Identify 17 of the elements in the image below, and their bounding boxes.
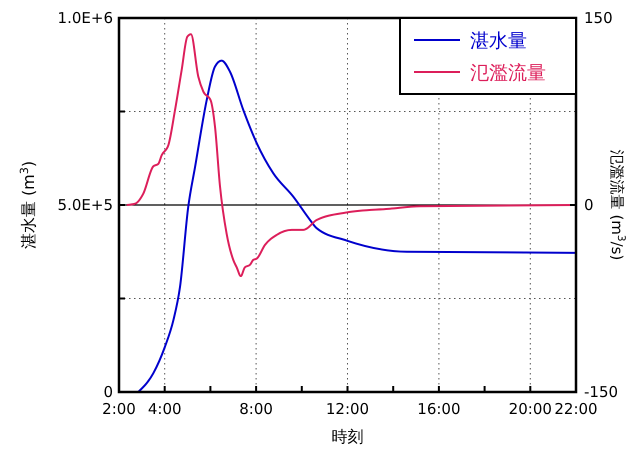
x-tick-label: 12:00 (326, 400, 370, 418)
x-tick-label: 16:00 (417, 400, 461, 418)
x-tick-label: 2:00 (102, 400, 136, 418)
x-tick-label: 20:00 (508, 400, 552, 418)
y-tick-label: 5.0E+5 (58, 196, 113, 214)
x-tick-label: 4:00 (148, 400, 182, 418)
x-axis-title: 時刻 (332, 427, 364, 446)
x-tick-label: 22:00 (554, 400, 598, 418)
y2-tick-label: -150 (584, 383, 618, 401)
x-tick-label: 8:00 (239, 400, 273, 418)
legend-label: 氾濫流量 (470, 62, 546, 84)
y2-tick-label: 0 (584, 196, 594, 214)
legend-label: 湛水量 (470, 30, 527, 52)
y2-tick-label: 150 (584, 9, 613, 27)
y-tick-label: 0 (103, 383, 113, 401)
y-tick-label: 1.0E+6 (58, 9, 113, 27)
line-series (137, 60, 577, 393)
